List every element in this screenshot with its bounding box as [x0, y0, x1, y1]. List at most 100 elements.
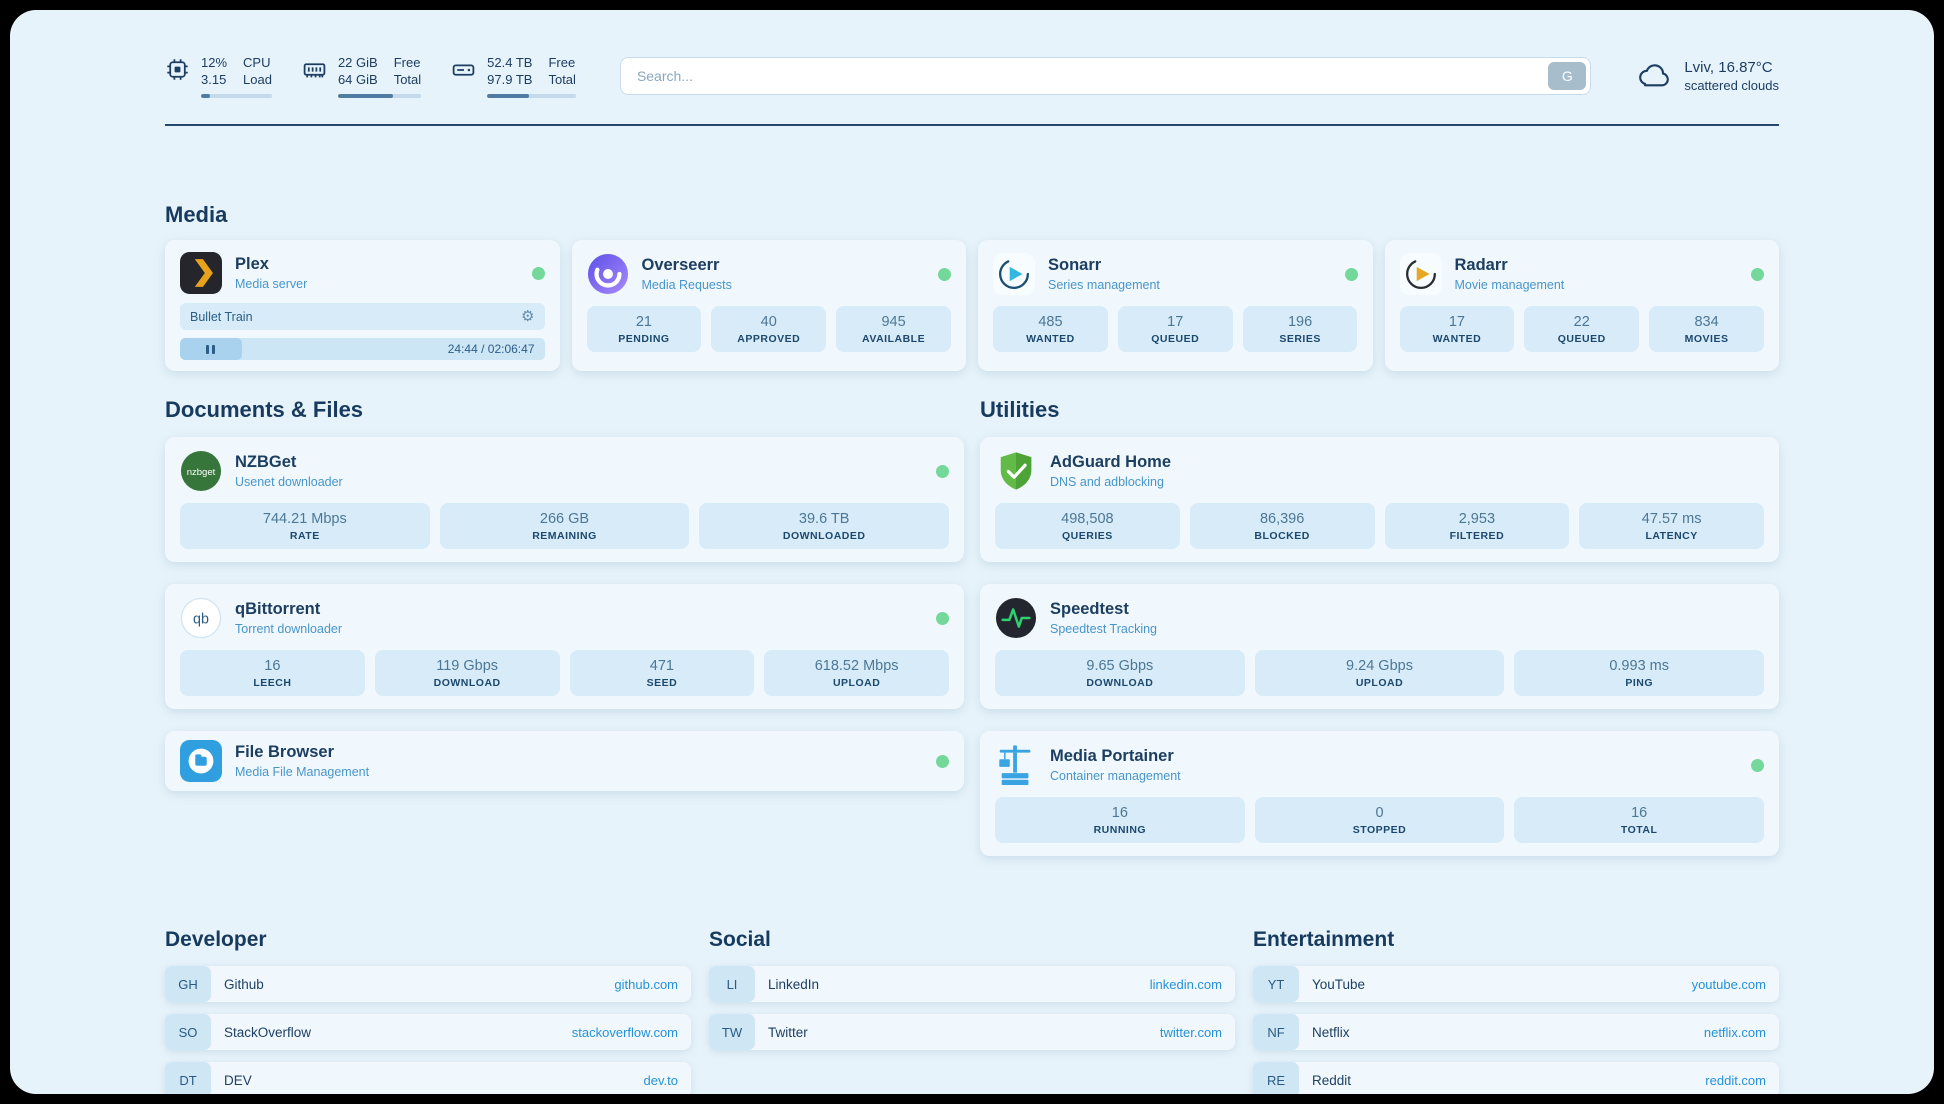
card-subtitle: Media File Management	[235, 765, 370, 779]
stat-value: 86,396	[1259, 510, 1305, 527]
stat-label: STOPPED	[1352, 823, 1407, 836]
bookmark-name: Twitter	[768, 1024, 808, 1040]
disk-total-label: Total	[548, 72, 576, 87]
card-title: Media Portainer	[1050, 747, 1174, 765]
stat-value: 21	[635, 313, 652, 330]
plex-progress-bar[interactable]: 24:44 / 02:06:47	[180, 338, 545, 360]
disk-total-value: 97.9 TB	[487, 72, 533, 87]
disk-widget: 52.4 TB 97.9 TB Free Total	[451, 54, 576, 98]
bookmark-url[interactable]: twitter.com	[1159, 1024, 1222, 1040]
stat-value: 22	[1573, 313, 1590, 330]
weather-location: Lviv, 16.87°C	[1684, 59, 1773, 76]
stat-label: PENDING	[618, 332, 670, 345]
ram-free-value: 22 GiB	[337, 55, 378, 70]
card-title: qBittorrent	[235, 600, 321, 618]
stat-box: 16 LEECH	[180, 650, 365, 696]
plex-icon	[180, 252, 222, 294]
nzbget-icon: nzbget	[180, 450, 222, 492]
status-dot	[938, 267, 951, 281]
stat-label: DOWNLOAD	[433, 676, 501, 689]
bookmark-netflix[interactable]: NF Netflix netflix.com	[1253, 1014, 1779, 1050]
bookmark-url[interactable]: stackoverflow.com	[571, 1024, 678, 1040]
weather-condition: scattered clouds	[1684, 78, 1779, 93]
card-filebrowser[interactable]: File Browser Media File Management	[165, 731, 964, 791]
card-plex[interactable]: Plex Media server Bullet Train ⚙ 24:44 /…	[165, 240, 560, 371]
disk-icon	[451, 57, 476, 82]
bookmark-abbr: TW	[709, 1014, 755, 1050]
search-engine-button[interactable]: G	[1548, 62, 1587, 90]
card-title: Radarr	[1454, 256, 1508, 274]
card-overseerr[interactable]: Overseerr Media Requests 21 PENDING 40 A…	[571, 240, 966, 371]
bookmark-abbr: DT	[165, 1062, 211, 1094]
card-subtitle: DNS and adblocking	[1050, 475, 1164, 489]
bookmarks-social: Social LI LinkedIn linkedin.com TW Twitt…	[709, 928, 1235, 1094]
card-sonarr[interactable]: Sonarr Series management 485 WANTED 17 Q…	[978, 240, 1373, 371]
card-subtitle: Media server	[235, 277, 308, 291]
bookmark-url[interactable]: youtube.com	[1691, 976, 1766, 992]
bookmark-url[interactable]: linkedin.com	[1149, 976, 1222, 992]
bookmark-youtube[interactable]: YT YouTube youtube.com	[1253, 966, 1779, 1002]
card-subtitle: Series management	[1048, 278, 1160, 292]
stat-box: 22 QUEUED	[1524, 306, 1640, 352]
stat-box: 86,396 BLOCKED	[1189, 503, 1375, 549]
gear-icon[interactable]: ⚙	[521, 308, 535, 325]
utilities-heading: Utilities	[980, 397, 1060, 422]
stat-value: 0.993 ms	[1609, 657, 1669, 674]
stat-label: APPROVED	[737, 332, 801, 345]
stat-value: 498,508	[1061, 510, 1114, 527]
card-speedtest[interactable]: Speedtest Speedtest Tracking 9.65 Gbps D…	[980, 584, 1779, 709]
bookmark-url[interactable]: netflix.com	[1703, 1024, 1766, 1040]
stat-value: 744.21 Mbps	[262, 510, 347, 527]
stat-value: 9.65 Gbps	[1086, 657, 1154, 674]
stat-label: REMAINING	[532, 529, 597, 542]
disk-usage-bar	[487, 94, 576, 98]
bookmark-name: StackOverflow	[224, 1024, 312, 1040]
stat-box: 945 AVAILABLE	[836, 306, 951, 352]
bookmark-stackoverflow[interactable]: SO StackOverflow stackoverflow.com	[165, 1014, 691, 1050]
card-radarr[interactable]: Radarr Movie management 17 WANTED 22 QUE…	[1384, 240, 1779, 371]
status-dot	[936, 611, 949, 625]
stat-label: RUNNING	[1093, 823, 1147, 836]
status-dot	[531, 266, 545, 280]
bookmark-github[interactable]: GH Github github.com	[165, 966, 691, 1002]
plex-track-title: Bullet Train	[190, 309, 253, 324]
stat-box: 498,508 QUERIES	[995, 503, 1180, 549]
stat-value: 16	[1631, 804, 1648, 821]
ram-total-label: Total	[393, 72, 422, 87]
bookmark-url[interactable]: reddit.com	[1705, 1072, 1766, 1088]
card-subtitle: Speedtest Tracking	[1050, 622, 1158, 636]
stat-box: 21 PENDING	[586, 306, 702, 352]
stat-box: 2,953 FILTERED	[1384, 503, 1570, 549]
cpu-load-value: 3.15	[201, 72, 227, 87]
stat-label: DOWNLOAD	[1086, 676, 1154, 689]
card-adguard[interactable]: AdGuard Home DNS and adblocking 498,508 …	[980, 437, 1779, 562]
bookmark-name: DEV	[224, 1072, 252, 1088]
stat-value: 39.6 TB	[798, 510, 850, 527]
pause-icon[interactable]	[206, 344, 216, 354]
card-nzbget[interactable]: nzbget NZBGet Usenet downloader 744.21 M…	[165, 437, 964, 562]
bookmark-linkedin[interactable]: LI LinkedIn linkedin.com	[709, 966, 1235, 1002]
documents-heading: Documents & Files	[165, 397, 364, 422]
card-portainer[interactable]: Media Portainer Container management 16 …	[980, 731, 1779, 856]
status-dot	[1751, 267, 1764, 281]
bookmark-twitter[interactable]: TW Twitter twitter.com	[709, 1014, 1235, 1050]
bookmark-reddit[interactable]: RE Reddit reddit.com	[1253, 1062, 1779, 1094]
stat-value: 0	[1375, 804, 1384, 821]
svg-text:qb: qb	[193, 611, 209, 627]
stat-value: 266 GB	[539, 510, 590, 527]
card-subtitle: Container management	[1050, 769, 1181, 783]
weather-widget: Lviv, 16.87°C scattered clouds	[1635, 59, 1779, 93]
bookmark-url[interactable]: github.com	[614, 976, 678, 992]
cpu-label: CPU	[243, 55, 271, 70]
stat-label: FILTERED	[1449, 529, 1505, 542]
stat-label: TOTAL	[1620, 823, 1658, 836]
search-input[interactable]	[619, 57, 1592, 95]
bookmark-dev[interactable]: DT DEV dev.to	[165, 1062, 691, 1094]
card-qbittorrent[interactable]: qb qBittorrent Torrent downloader 16 LEE…	[165, 584, 964, 709]
disk-free-value: 52.4 TB	[487, 55, 533, 70]
stat-box: 0.993 ms PING	[1514, 650, 1765, 696]
bookmark-url[interactable]: dev.to	[643, 1072, 678, 1088]
status-dot	[936, 464, 949, 478]
stat-box: 47.57 ms LATENCY	[1579, 503, 1764, 549]
stat-box: 196 SERIES	[1242, 306, 1358, 352]
